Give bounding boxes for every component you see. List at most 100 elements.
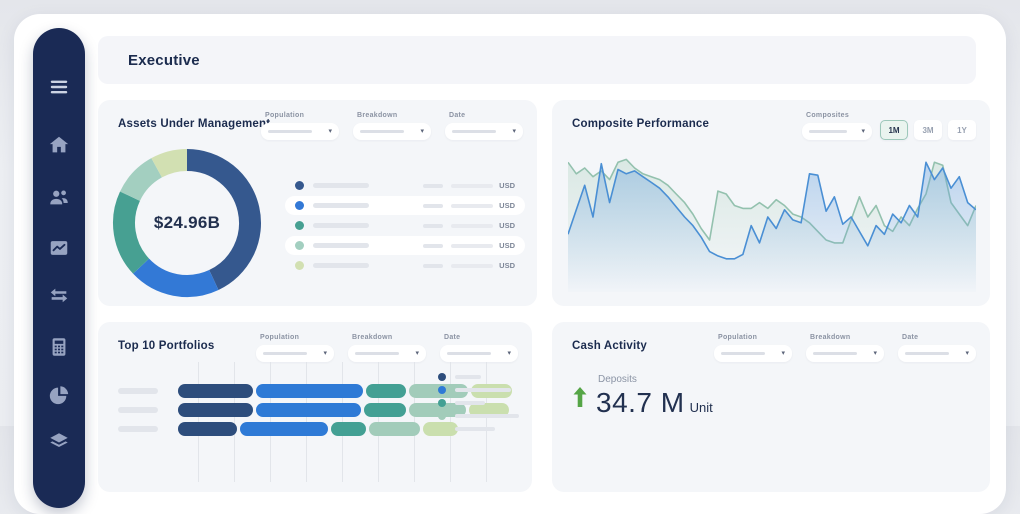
placeholder-value: [423, 223, 444, 228]
breakdown-select[interactable]: ▾: [348, 345, 426, 362]
hamburger-icon: [48, 76, 70, 103]
currency-label: USD: [499, 261, 515, 270]
pie-chart-icon: [48, 384, 70, 411]
population-select[interactable]: ▾: [261, 123, 339, 140]
population-select[interactable]: ▾: [256, 345, 334, 362]
card-title: Top 10 Portfolios: [118, 340, 215, 352]
date-select[interactable]: ▾: [440, 345, 518, 362]
range-button-1m[interactable]: 1M: [880, 120, 908, 140]
chevron-down-icon: ▾: [415, 350, 419, 357]
aum-filter-breakdown: Breakdown ▾: [353, 112, 431, 140]
performance-controls: Composites ▾ 1M 3M 1Y: [802, 112, 976, 140]
composites-filter: Composites ▾: [802, 112, 872, 140]
sidebar-item-performance[interactable]: [33, 237, 85, 264]
page-title: Executive: [128, 51, 200, 69]
aum-total-value: $24.96B: [153, 213, 221, 232]
portfolio-bar-row: [118, 403, 518, 417]
bar-segment-1: [178, 422, 237, 436]
placeholder-value: [451, 223, 494, 228]
filter-label: Population: [718, 334, 758, 341]
placeholder-dash: [360, 130, 404, 133]
currency-label: USD: [499, 221, 515, 230]
chevron-down-icon: ▾: [328, 128, 332, 135]
kpi-label: Deposits: [598, 374, 637, 385]
bar-segment-2: [256, 403, 361, 417]
chevron-down-icon: ▾: [420, 128, 424, 135]
chevron-down-icon: ▾: [861, 128, 865, 135]
top10-filter-date: Date ▾: [440, 334, 518, 362]
breakdown-select[interactable]: ▾: [806, 345, 884, 362]
top10-filters: Population ▾ Breakdown ▾ Date ▾: [256, 334, 518, 362]
area-fill-composite-blue: [568, 162, 976, 292]
aum-legend-row: USD: [285, 196, 525, 215]
card-title: Cash Activity: [572, 340, 648, 352]
placeholder-name: [313, 203, 369, 208]
placeholder-dash: [721, 352, 765, 355]
placeholder-portfolio-name: [118, 426, 158, 432]
placeholder-value: [451, 243, 494, 248]
date-select[interactable]: ▾: [445, 123, 523, 140]
population-select[interactable]: ▾: [714, 345, 792, 362]
aum-legend-row: USD: [285, 236, 525, 255]
line-composite-blue: [568, 161, 976, 260]
cash-filter-date: Date ▾: [898, 334, 976, 362]
card-cash-activity: Cash Activity Population ▾ Breakdown ▾ Date ▾…: [552, 322, 990, 492]
donut-segment-5: [151, 149, 188, 178]
placeholder-name: [455, 387, 511, 392]
layers-icon: [48, 431, 70, 458]
legend-dot: [295, 241, 304, 250]
legend-row: [438, 396, 519, 409]
currency-label: USD: [499, 241, 515, 250]
bar-segment-2: [239, 422, 329, 436]
placeholder-name: [313, 223, 369, 228]
placeholder-dash: [905, 352, 949, 355]
legend-dot: [438, 398, 446, 407]
donut-segment-4: [120, 158, 163, 202]
legend-row: [438, 409, 519, 422]
page-header: Executive: [98, 36, 976, 84]
kpi-value: 34.7 M: [596, 387, 685, 418]
top10-filter-breakdown: Breakdown ▾: [348, 334, 426, 362]
cash-filter-population: Population ▾: [714, 334, 792, 362]
sidebar-item-holdings[interactable]: [33, 431, 85, 458]
bar-segment-3: [366, 384, 407, 398]
placeholder-value: [423, 243, 444, 248]
filter-label: Composites: [806, 112, 850, 119]
date-select[interactable]: ▾: [898, 345, 976, 362]
currency-label: USD: [499, 181, 515, 190]
breakdown-select[interactable]: ▾: [353, 123, 431, 140]
legend-row: [438, 422, 519, 435]
composites-select[interactable]: ▾: [802, 123, 872, 140]
range-button-3m[interactable]: 3M: [914, 120, 942, 140]
donut-segment-2: [133, 258, 219, 297]
bar-segment-4: [369, 422, 421, 436]
placeholder-name: [455, 400, 485, 405]
placeholder-name: [455, 374, 481, 379]
sidebar-item-transactions[interactable]: [33, 284, 85, 311]
legend-dot: [295, 261, 304, 270]
placeholder-name: [313, 183, 369, 188]
sidebar-item-accounting[interactable]: [33, 336, 85, 363]
placeholder-value: [423, 203, 444, 208]
range-button-1y[interactable]: 1Y: [948, 120, 976, 140]
sidebar-item-home[interactable]: [33, 134, 85, 161]
placeholder-portfolio-name: [118, 407, 158, 413]
filter-label: Population: [265, 112, 305, 119]
sidebar-item-allocations[interactable]: [33, 384, 85, 411]
placeholder-value: [423, 183, 444, 188]
chevron-down-icon: ▾: [781, 350, 785, 357]
placeholder-dash: [447, 352, 491, 355]
card-composite-performance: Composite Performance Composites ▾ 1M 3M 1…: [552, 100, 990, 306]
aum-filter-date: Date ▾: [445, 112, 523, 140]
transfers-icon: [48, 284, 70, 311]
menu-button[interactable]: [33, 76, 85, 103]
card-assets-under-management: Assets Under Management Population ▾ Break…: [98, 100, 537, 306]
placeholder-value: [451, 183, 494, 188]
placeholder-value: [451, 203, 494, 208]
filter-label: Breakdown: [810, 334, 851, 341]
filter-label: Breakdown: [357, 112, 398, 119]
sidebar-item-clients[interactable]: [33, 186, 85, 213]
filter-label: Date: [902, 334, 919, 341]
bar-segment-3: [331, 422, 367, 436]
placeholder-name: [455, 413, 519, 418]
